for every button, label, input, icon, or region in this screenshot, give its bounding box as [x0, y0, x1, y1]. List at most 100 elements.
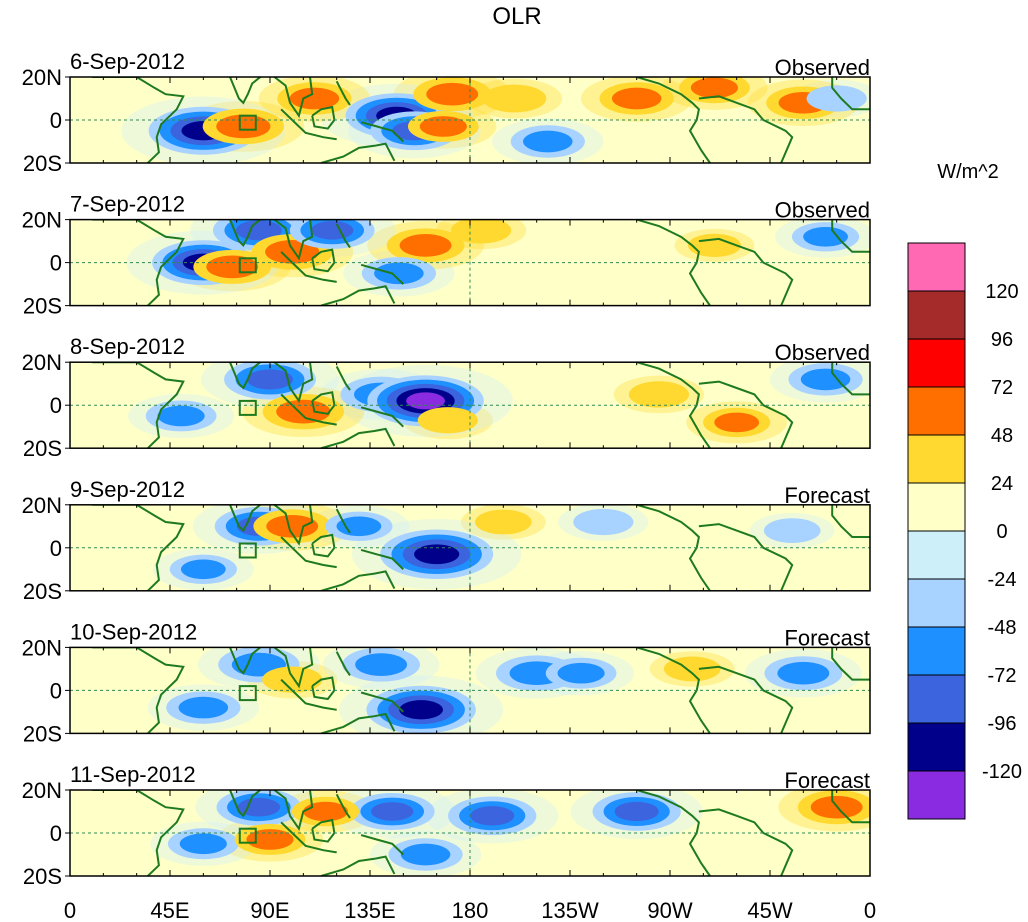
anomaly-cell-6-level-2 [180, 559, 226, 580]
anomaly-cell-5-level-2 [557, 662, 605, 684]
anomaly-cell-7-level-2 [336, 516, 382, 537]
coastline-4 [280, 536, 337, 569]
coastline-6 [335, 793, 351, 819]
anomaly-cell-6-level-1 [628, 381, 689, 408]
y-tick-label: 0 [50, 678, 62, 703]
colorbar-swatch [907, 386, 966, 436]
coastline-6 [335, 366, 351, 391]
coastline-3 [273, 77, 314, 119]
anomaly-cell-8-level-1 [482, 84, 547, 113]
coastlines [92, 362, 870, 449]
coastline-3 [273, 790, 314, 832]
anomaly-cell-13-level-1 [806, 85, 867, 112]
anomaly-cell-5-level-1 [417, 407, 478, 434]
y-tick-label: 20N [22, 65, 62, 90]
anomaly-cell-3-level-4 [399, 700, 443, 720]
panel-label: Forecast [784, 625, 870, 650]
coastline-10 [698, 808, 794, 876]
coastline-3 [273, 219, 314, 261]
y-tick-label: 20S [23, 436, 62, 461]
y-tick-label: 20S [23, 294, 62, 319]
coastline-6 [335, 80, 351, 106]
coastline-1 [92, 790, 185, 876]
x-tick-label: 90E [250, 898, 289, 922]
index-region-box [238, 827, 257, 844]
anomaly-cell-9-level-1 [687, 233, 742, 258]
anomaly-cell-5-level-3 [311, 221, 354, 240]
colorbar-tick-label: 96 [991, 329, 1013, 351]
index-region-box [238, 257, 257, 274]
anomaly-cell-4-level-1 [475, 509, 532, 535]
coastline-6 [335, 651, 351, 676]
y-tick-label: 0 [50, 251, 62, 276]
anomaly-cell-5-level-1 [573, 508, 634, 536]
anomaly-cell-8-level-2 [374, 262, 424, 285]
index-region-box [238, 114, 257, 131]
anomaly-cell-2-level-2 [355, 653, 408, 676]
panel-date: 8-Sep-2012 [70, 334, 185, 359]
anomaly-cell-2-level-2 [266, 514, 319, 538]
coastlines [92, 647, 870, 734]
y-tick-label: 20S [23, 721, 62, 746]
panel-date: 7-Sep-2012 [70, 192, 185, 217]
anomaly-cell-9-level-2 [523, 130, 573, 153]
index-region-box [238, 542, 257, 559]
coastline-3 [273, 362, 314, 404]
y-tick-label: 0 [50, 536, 62, 561]
colorbar-tick-label: 0 [996, 521, 1007, 543]
coastline-1 [92, 77, 185, 163]
coastline-10 [698, 95, 794, 163]
panel-6: 20N 0 20S 11-Sep-2012 Forecast [22, 762, 871, 889]
coastline-10 [698, 237, 794, 306]
panel-label: Forecast [784, 768, 870, 793]
coastline-2 [227, 647, 262, 675]
y-tick-label: 20S [23, 864, 62, 889]
coastline-2 [227, 219, 262, 248]
colorbar-tick-label: -72 [988, 665, 1017, 687]
anomaly-cell-3-level-2 [289, 87, 340, 110]
coastline-8 [320, 285, 396, 306]
y-tick-label: 20N [22, 778, 62, 803]
coastline-8 [320, 570, 396, 591]
index-region-box [238, 399, 257, 416]
anomaly-cell-1-level-3 [247, 369, 293, 390]
anomaly-cell-10-level-2 [803, 227, 848, 247]
coastline-11 [831, 504, 870, 538]
colorbar-swatch [907, 770, 966, 820]
anomaly-cell-2-level-2 [276, 399, 331, 424]
panel-date: 6-Sep-2012 [70, 49, 185, 74]
coastline-1 [92, 219, 185, 306]
y-tick-label: 20N [22, 350, 62, 375]
y-tick-label: 20S [23, 151, 62, 176]
coastline-11 [831, 647, 870, 681]
colorbar-tick-label: 24 [991, 473, 1013, 495]
colorbar-swatch [907, 290, 966, 340]
coastlines [92, 790, 870, 876]
coastline-7 [360, 121, 404, 143]
coastline-7 [360, 548, 404, 571]
coastline-3 [273, 504, 314, 546]
y-tick-label: 0 [50, 393, 62, 418]
coastline-9 [636, 790, 711, 876]
anomaly-cell-3-level-4 [414, 544, 460, 565]
anomaly-cell-4-level-5 [406, 392, 445, 410]
coastline-9 [636, 77, 711, 163]
colorbar-tick-label: 72 [991, 377, 1013, 399]
coastline-8 [320, 427, 396, 449]
anomaly-cell-7-level-2 [714, 412, 760, 433]
colorbar-swatch [907, 674, 966, 724]
y-tick-label: 0 [50, 108, 62, 133]
coastline-11 [831, 790, 870, 824]
anomaly-field [150, 790, 870, 876]
coastline-9 [636, 362, 711, 449]
coastline-4 [280, 821, 337, 854]
panel-label: Forecast [784, 483, 870, 508]
coastline-10 [698, 523, 794, 591]
coastline-4 [280, 251, 337, 283]
anomaly-cell-11-level-2 [690, 77, 739, 99]
x-axis: 0 45E 90E 135E 180 135W 90W 45W 0 [64, 898, 876, 922]
anomaly-cell-7-level-2 [246, 829, 294, 850]
coastline-11 [831, 362, 870, 396]
coastline-2 [227, 362, 262, 390]
